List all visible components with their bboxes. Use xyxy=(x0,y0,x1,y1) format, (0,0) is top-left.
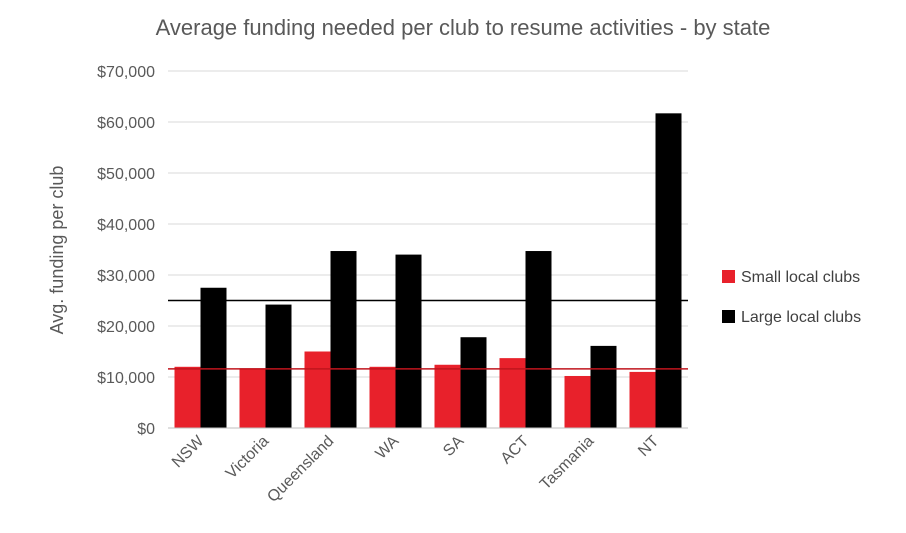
x-tick-label: Victoria xyxy=(223,433,273,483)
bar-large-nt xyxy=(655,113,682,428)
legend-label: Large local clubs xyxy=(741,309,861,326)
legend: Small local clubs Large local clubs xyxy=(722,269,861,326)
bar-small-act xyxy=(499,358,526,428)
bar-large-queensland xyxy=(330,251,357,428)
y-axis-ticks: $0 $10,000 $20,000 $30,000 $40,000 $50,000 $60… xyxy=(97,64,155,438)
x-tick-label: SA xyxy=(440,433,467,460)
y-tick-label: $0 xyxy=(137,421,155,438)
x-tick-label: NT xyxy=(635,433,662,460)
y-tick-label: $50,000 xyxy=(97,166,155,183)
legend-label: Small local clubs xyxy=(741,269,860,286)
bar-small-nt xyxy=(629,371,656,428)
bar-small-sa xyxy=(434,364,461,428)
bar-large-nsw xyxy=(200,287,227,428)
y-tick-label: $40,000 xyxy=(97,217,155,234)
y-axis-label: Avg. funding per club xyxy=(47,166,67,335)
bars xyxy=(174,113,682,428)
bar-large-sa xyxy=(460,337,487,428)
chart-title: Average funding needed per club to resum… xyxy=(156,15,771,40)
x-tick-label: WA xyxy=(372,433,402,463)
x-tick-label: Queensland xyxy=(264,433,337,506)
bar-small-victoria xyxy=(239,368,266,428)
bar-large-wa xyxy=(395,254,422,428)
bar-small-tasmania xyxy=(564,375,591,428)
bar-small-nsw xyxy=(174,366,201,428)
bar-large-tasmania xyxy=(590,345,617,428)
y-tick-label: $20,000 xyxy=(97,319,155,336)
bar-small-queensland xyxy=(304,351,331,428)
bar-large-victoria xyxy=(265,304,292,428)
x-tick-label: Tasmania xyxy=(537,433,598,494)
x-tick-label: ACT xyxy=(498,433,533,468)
y-tick-label: $30,000 xyxy=(97,268,155,285)
legend-swatch xyxy=(722,270,735,283)
legend-swatch xyxy=(722,310,735,323)
y-tick-label: $60,000 xyxy=(97,115,155,132)
x-tick-label: NSW xyxy=(169,432,208,471)
bar-large-act xyxy=(525,251,552,428)
reference-lines xyxy=(168,299,688,370)
gridlines xyxy=(168,70,688,378)
y-tick-label: $10,000 xyxy=(97,370,155,387)
y-tick-label: $70,000 xyxy=(97,64,155,81)
bar-small-wa xyxy=(369,366,396,428)
